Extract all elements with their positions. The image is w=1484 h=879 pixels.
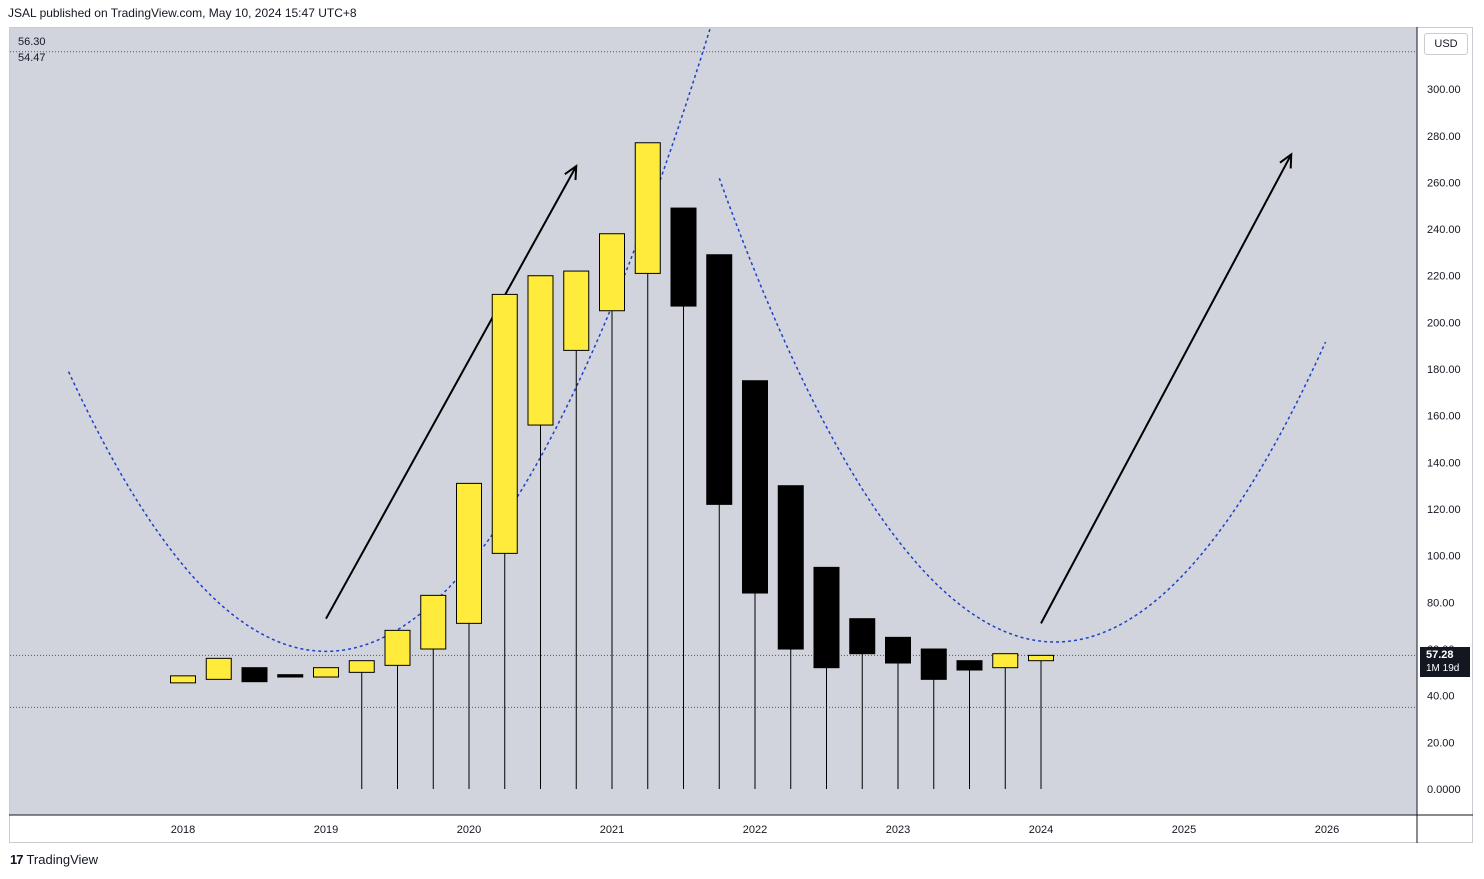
candle[interactable]	[813, 566, 840, 669]
candle[interactable]	[205, 657, 232, 680]
candle[interactable]	[599, 233, 625, 312]
time-tick-label: 2024	[1029, 824, 1053, 836]
time-tick-label: 2019	[314, 824, 338, 836]
price-tick-label: 100.00	[1427, 551, 1461, 563]
candle[interactable]	[170, 675, 196, 684]
candle[interactable]	[634, 142, 661, 274]
trend-arrow-head-1	[1279, 152, 1293, 169]
candle[interactable]	[348, 660, 375, 673]
publish-info: JSAL published on TradingView.com, May 1…	[8, 6, 357, 20]
candle[interactable]	[491, 293, 518, 554]
candle[interactable]	[849, 618, 876, 655]
ohlc-value-bottom: 54.47	[18, 52, 46, 64]
price-tick-label: 240.00	[1427, 224, 1461, 236]
candle[interactable]	[313, 667, 339, 678]
candle[interactable]	[456, 482, 482, 624]
time-tick-label: 2023	[886, 824, 910, 836]
currency-button[interactable]: USD	[1424, 33, 1468, 55]
last-price-label: 57.28 1M 19d	[1420, 647, 1470, 677]
price-tick-label: 140.00	[1427, 457, 1461, 469]
candle[interactable]	[670, 207, 697, 307]
time-tick-label: 2025	[1172, 824, 1196, 836]
price-tick-label: 300.00	[1427, 84, 1461, 96]
trend-arrow-head-0	[564, 164, 578, 181]
candle[interactable]	[885, 636, 911, 664]
footer: 17 TradingView	[10, 852, 98, 867]
trend-arrow-0[interactable]	[325, 165, 578, 620]
price-tick-label: 80.00	[1427, 597, 1455, 609]
candle[interactable]	[241, 667, 268, 683]
price-tick-label: 200.00	[1427, 317, 1461, 329]
price-tick-label: 260.00	[1427, 177, 1461, 189]
candle[interactable]	[277, 674, 304, 678]
time-tick-label: 2018	[171, 824, 195, 836]
arc-curve-1[interactable]	[718, 177, 1327, 643]
price-tick-label: 280.00	[1427, 131, 1461, 143]
candle[interactable]	[777, 485, 804, 650]
time-tick-label: 2022	[743, 824, 767, 836]
candle[interactable]	[384, 629, 411, 666]
price-chart[interactable]: 300.00 280.00 260.00 240.00 220.00 200.00 180.…	[9, 27, 1473, 843]
candle[interactable]	[956, 660, 983, 671]
bar-countdown: 1M 19d	[1426, 663, 1460, 674]
candle[interactable]	[420, 594, 447, 650]
time-tick-label: 2026	[1315, 824, 1339, 836]
last-price-value: 57.28	[1426, 649, 1454, 661]
price-tick-label: 220.00	[1427, 271, 1461, 283]
time-tick-label: 2021	[600, 824, 624, 836]
ohlc-value-top: 56.30	[18, 36, 46, 48]
candle[interactable]	[920, 648, 947, 680]
price-tick-label: 160.00	[1427, 411, 1461, 423]
price-tick-label: 0.0000	[1427, 784, 1461, 796]
trend-arrow-1[interactable]	[1040, 153, 1293, 624]
price-tick-label: 180.00	[1427, 364, 1461, 376]
tradingview-logo-icon: 17	[10, 852, 24, 867]
price-tick-label: 40.00	[1427, 691, 1455, 703]
price-tick-label: 20.00	[1427, 737, 1455, 749]
candle[interactable]	[527, 275, 554, 426]
candle[interactable]	[742, 380, 768, 594]
candle[interactable]	[563, 270, 590, 351]
candle[interactable]	[1028, 654, 1054, 662]
brand-name[interactable]: TradingView	[26, 852, 99, 867]
candle[interactable]	[706, 254, 733, 505]
candle[interactable]	[992, 653, 1019, 669]
price-tick-label: 120.00	[1427, 504, 1461, 516]
time-tick-label: 2020	[457, 824, 481, 836]
